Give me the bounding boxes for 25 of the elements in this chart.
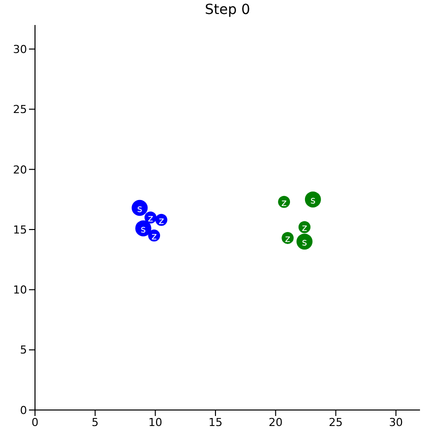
- chart-title: Step 0: [204, 2, 252, 18]
- y-tick-label: 30: [13, 42, 27, 56]
- y-tick-label: 0: [20, 404, 27, 417]
- data-label: z: [302, 223, 308, 234]
- data-label: s: [140, 224, 146, 236]
- x-tick-label: 0: [32, 416, 38, 429]
- y-tick-label: 20: [13, 163, 27, 176]
- data-label: z: [148, 214, 154, 224]
- data-label: s: [302, 238, 308, 249]
- x-tick-label: 25: [328, 416, 343, 429]
- data-label: z: [281, 198, 287, 209]
- x-tick-label: 5: [92, 416, 99, 429]
- y-tick-label: 15: [13, 223, 27, 236]
- data-label: z: [285, 234, 290, 245]
- x-tick-label: 15: [208, 416, 222, 429]
- data-label: s: [137, 204, 142, 215]
- data-label: z: [151, 232, 157, 243]
- y-tick-label: 10: [13, 284, 27, 297]
- x-tick-label: 30: [388, 416, 403, 429]
- data-label: z: [158, 216, 164, 227]
- y-tick-label: 5: [20, 344, 27, 357]
- data-label: s: [310, 195, 316, 206]
- x-tick-label: 10: [148, 416, 162, 429]
- x-tick-label: 20: [268, 416, 283, 429]
- y-tick-label: 25: [13, 103, 27, 116]
